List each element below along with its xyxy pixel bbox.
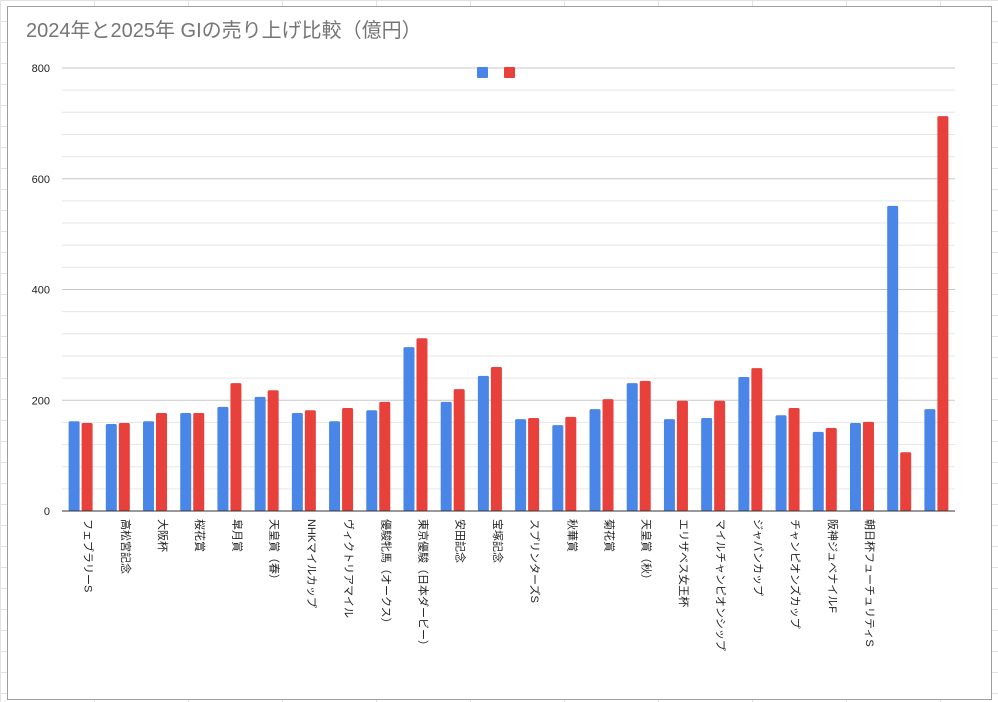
- bar: [329, 421, 341, 511]
- x-tick-label: チャンピオンズカップ: [789, 519, 803, 629]
- bar: [156, 412, 168, 511]
- bar: [775, 415, 787, 511]
- bar: [528, 417, 540, 511]
- x-tick-label: ジャパンカップ: [751, 519, 764, 596]
- bar: [676, 400, 688, 511]
- x-tick-label: エリザベス女王杯: [677, 519, 691, 607]
- bar: [416, 338, 428, 511]
- x-tick-label: 天皇賞（秋）: [640, 519, 654, 585]
- bar: [193, 412, 205, 511]
- bar: [304, 410, 316, 511]
- bar: [751, 368, 763, 511]
- bar: [68, 421, 80, 511]
- y-tick-label: 600: [32, 174, 50, 186]
- bar: [738, 376, 750, 511]
- bar: [565, 416, 577, 511]
- x-tick-label: ヴィクトリアマイル: [342, 519, 356, 618]
- bar: [403, 347, 415, 511]
- x-tick-label: 朝日杯フューチュリティS: [863, 519, 877, 647]
- bar: [825, 427, 837, 511]
- x-tick-label: 秋華賞: [565, 519, 579, 552]
- x-tick-label: 阪神ジュベナイルF: [826, 519, 840, 613]
- legend-swatch: [504, 67, 515, 78]
- bar: [291, 412, 303, 511]
- x-tick-label: 安田記念: [454, 519, 468, 563]
- bar: [900, 452, 912, 511]
- y-tick-label: 800: [32, 63, 50, 75]
- bar: [81, 422, 93, 511]
- chart-title: 2024年と2025年 GIの売り上げ比較（億円）: [26, 20, 422, 42]
- y-tick-label: 200: [32, 395, 50, 407]
- bar: [937, 116, 949, 512]
- bar: [143, 421, 155, 511]
- x-tick-label: 桜花賞: [193, 519, 207, 552]
- x-tick-label: 菊花賞: [603, 519, 616, 552]
- x-tick-label: マイルチャンピオンシップ: [714, 519, 727, 651]
- bar: [515, 419, 527, 511]
- bar: [602, 399, 614, 511]
- y-tick-label: 400: [32, 285, 50, 297]
- bar: [342, 408, 354, 511]
- bar: [887, 205, 899, 512]
- bar: [663, 419, 675, 511]
- bar: [714, 400, 726, 511]
- x-tick-label: スプリンターズS: [528, 519, 542, 603]
- bar: [230, 383, 242, 511]
- bar: [366, 410, 378, 511]
- bar: [812, 431, 824, 511]
- x-tick-label: 高松宮記念: [119, 519, 133, 574]
- x-tick-label: NHKマイルカップ: [305, 519, 318, 608]
- bar: [589, 409, 601, 511]
- bar: [701, 417, 713, 511]
- x-tick-label: 皐月賞: [230, 519, 244, 552]
- bar: [552, 425, 564, 511]
- x-tick-label: 東京優駿（日本ダービー）: [416, 519, 430, 651]
- bar: [440, 401, 452, 511]
- bar: [477, 375, 489, 511]
- bar: [267, 390, 279, 511]
- bar: [849, 422, 861, 511]
- y-tick-label: 0: [44, 506, 50, 518]
- bar: [788, 408, 800, 511]
- bar: [924, 409, 936, 511]
- bar: [180, 412, 192, 511]
- chart-container: [7, 6, 992, 700]
- x-tick-label: 宝塚記念: [491, 519, 505, 563]
- bar: [105, 424, 117, 511]
- x-tick-label: 優駿牝馬（オークス）: [379, 519, 393, 629]
- bar: [490, 367, 502, 511]
- x-tick-label: 天皇賞（春）: [268, 519, 282, 585]
- legend-swatch: [477, 67, 488, 78]
- bar: [862, 421, 874, 511]
- x-tick-label: フェブラリーS: [82, 519, 96, 592]
- bar: [118, 422, 130, 511]
- bar: [217, 406, 229, 511]
- bar: [639, 380, 651, 511]
- bar: [453, 389, 465, 511]
- bar: [626, 383, 638, 511]
- bar: [254, 396, 266, 511]
- bar: [379, 401, 391, 511]
- x-tick-label: 大阪杯: [156, 519, 170, 552]
